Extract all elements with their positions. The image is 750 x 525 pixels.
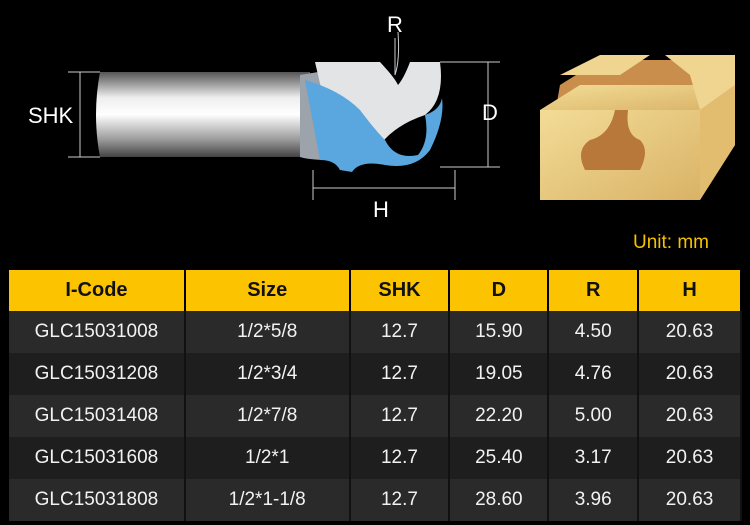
router-bit-diagram: [68, 31, 735, 200]
table-cell: 1/2*5/8: [184, 311, 351, 353]
d-label: D: [482, 100, 498, 125]
table-cell: GLC15031408: [9, 395, 186, 437]
table-cell: GLC15031608: [9, 437, 186, 479]
col-shk: SHK: [349, 270, 451, 311]
table-cell: 12.7: [349, 479, 451, 521]
spec-table: I-Code Size SHK D R H GLC15031008 1/2*5/8…: [9, 270, 742, 521]
table-cell: 22.20: [449, 395, 550, 437]
table-cell: 4.76: [548, 353, 640, 395]
table-cell: 3.17: [548, 437, 640, 479]
col-icode: I-Code: [9, 270, 186, 311]
table-cell: 28.60: [449, 479, 550, 521]
table-cell: 12.7: [349, 437, 451, 479]
table-row: GLC15031808 1/2*1-1/8 12.7 28.60 3.96 20.63: [9, 479, 742, 521]
table-cell: GLC15031808: [9, 479, 186, 521]
table-cell: 20.63: [638, 353, 742, 395]
col-size: Size: [184, 270, 351, 311]
table-cell: 19.05: [449, 353, 550, 395]
col-d: D: [449, 270, 550, 311]
r-label: R: [387, 12, 403, 37]
table-cell: 3.96: [548, 479, 640, 521]
table-cell: 20.63: [638, 395, 742, 437]
shk-label: SHK: [28, 103, 74, 128]
table-cell: 20.63: [638, 311, 742, 353]
table-cell: 5.00: [548, 395, 640, 437]
h-label: H: [373, 197, 389, 222]
table-cell: 20.63: [638, 479, 742, 521]
table-row: GLC15031008 1/2*5/8 12.7 15.90 4.50 20.63: [9, 311, 742, 353]
table-cell: 1/2*1-1/8: [184, 479, 351, 521]
table-cell: 20.63: [638, 437, 742, 479]
col-h: H: [638, 270, 742, 311]
router-bit-image: [96, 62, 443, 172]
table-cell: 4.50: [548, 311, 640, 353]
table-cell: 1/2*7/8: [184, 395, 351, 437]
table-cell: 1/2*3/4: [184, 353, 351, 395]
table-cell: 12.7: [349, 353, 451, 395]
table-cell: GLC15031008: [9, 311, 186, 353]
table-row: GLC15031408 1/2*7/8 12.7 22.20 5.00 20.63: [9, 395, 742, 437]
table-cell: 15.90: [449, 311, 550, 353]
wood-sample-image: [540, 55, 735, 200]
table-cell: 12.7: [349, 311, 451, 353]
col-r: R: [548, 270, 640, 311]
table-cell: 25.40: [449, 437, 550, 479]
table-header: I-Code Size SHK D R H: [9, 270, 742, 311]
table-cell: 12.7: [349, 395, 451, 437]
table-cell: GLC15031208: [9, 353, 186, 395]
dimension-lines: [68, 31, 500, 200]
unit-label: Unit: mm: [633, 232, 709, 253]
table-cell: 1/2*1: [184, 437, 351, 479]
table-row: GLC15031608 1/2*1 12.7 25.40 3.17 20.63: [9, 437, 742, 479]
table-row: GLC15031208 1/2*3/4 12.7 19.05 4.76 20.63: [9, 353, 742, 395]
